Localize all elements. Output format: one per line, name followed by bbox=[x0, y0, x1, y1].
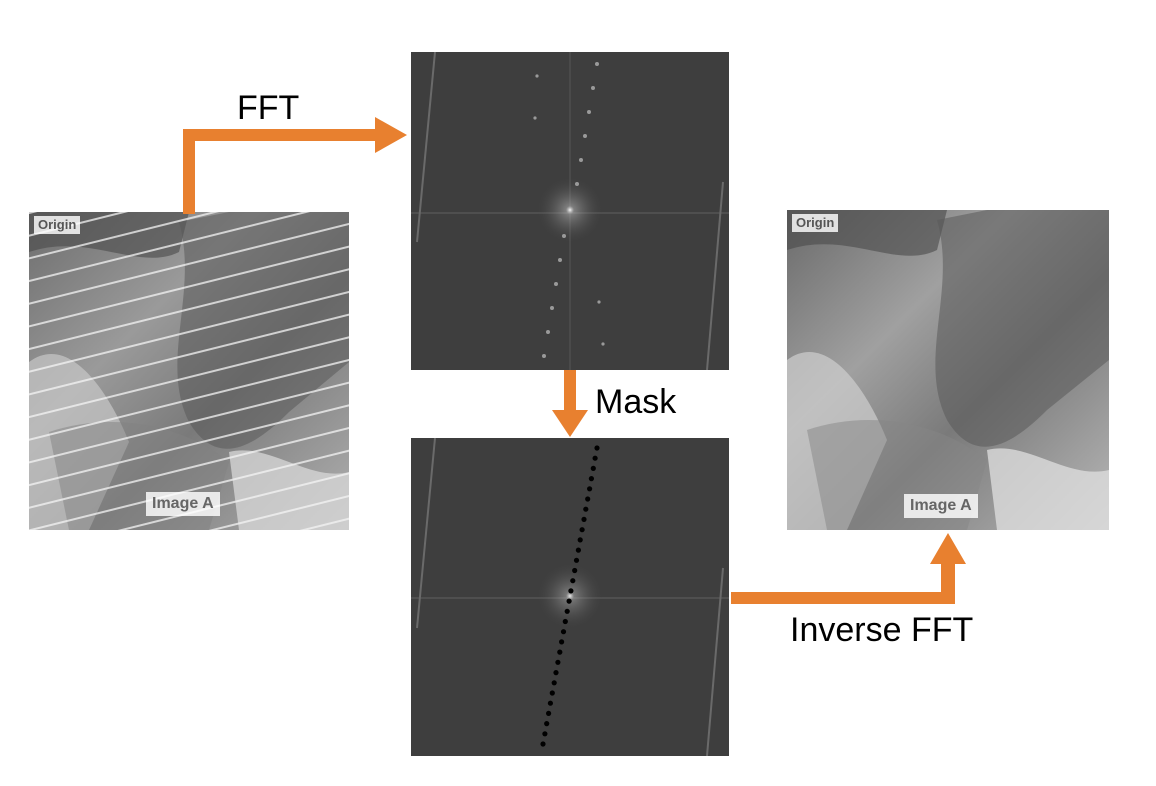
mask-dot bbox=[542, 731, 548, 737]
mask-dot bbox=[551, 680, 557, 686]
mask-arrow-head bbox=[552, 410, 588, 437]
mask-dot bbox=[581, 516, 587, 522]
mask-dot bbox=[570, 578, 576, 584]
mask-dot bbox=[562, 618, 568, 625]
mask-dot bbox=[557, 649, 563, 655]
origin-tag: Origin bbox=[34, 216, 81, 234]
mask-dot bbox=[583, 506, 589, 512]
fft-arrow-vertical bbox=[183, 134, 195, 214]
mask-dot bbox=[590, 465, 596, 471]
mask-dot bbox=[564, 608, 570, 614]
fft-spectrum-panel bbox=[411, 52, 729, 370]
origin-image-panel: Origin Image A bbox=[29, 212, 349, 530]
fft-arrow-horizontal bbox=[183, 129, 377, 141]
mask-dot bbox=[559, 639, 565, 645]
mask-dot bbox=[585, 496, 591, 502]
mask-dot bbox=[588, 476, 594, 482]
mask-dot bbox=[577, 537, 583, 543]
mask-dot bbox=[573, 557, 580, 563]
result-origin-tag: Origin bbox=[792, 214, 839, 232]
mask-dot bbox=[553, 670, 559, 676]
mask-dot bbox=[544, 721, 550, 727]
ifft-arrow-head bbox=[930, 533, 966, 564]
result-image-a-title: Image A bbox=[904, 494, 978, 518]
mask-label: Mask bbox=[595, 383, 677, 421]
mask-dot bbox=[566, 598, 572, 604]
image-a-title: Image A bbox=[146, 492, 220, 516]
ifft-arrow-vertical bbox=[941, 562, 955, 604]
mask-dot bbox=[560, 629, 567, 635]
mask-dot bbox=[594, 445, 600, 451]
inverse-fft-label: Inverse FFT bbox=[790, 611, 974, 649]
mask-dot bbox=[575, 547, 581, 553]
mask-dot bbox=[547, 700, 553, 706]
result-image-panel: Origin Image A bbox=[787, 210, 1109, 530]
mask-dot bbox=[546, 710, 552, 716]
mask-arrow-shaft bbox=[564, 370, 576, 412]
mask-dot bbox=[568, 588, 574, 594]
mask-dots bbox=[540, 445, 600, 747]
fft-label: FFT bbox=[237, 89, 300, 127]
mask-dot bbox=[555, 659, 561, 665]
mask-dot bbox=[540, 741, 546, 747]
mask-dot bbox=[549, 690, 555, 696]
ifft-arrow-horizontal bbox=[731, 592, 955, 604]
result-satellite-image bbox=[787, 210, 1109, 530]
mask-dot bbox=[572, 567, 578, 574]
masked-spectrum-panel bbox=[411, 438, 729, 756]
fft-arrow-head bbox=[375, 117, 407, 153]
mask-dot bbox=[587, 486, 593, 492]
fft-spectrum-image bbox=[411, 52, 729, 370]
mask-dot bbox=[592, 455, 598, 461]
masked-spectrum-image bbox=[411, 438, 729, 756]
mask-dot bbox=[579, 527, 585, 533]
origin-satellite-image bbox=[29, 212, 349, 530]
